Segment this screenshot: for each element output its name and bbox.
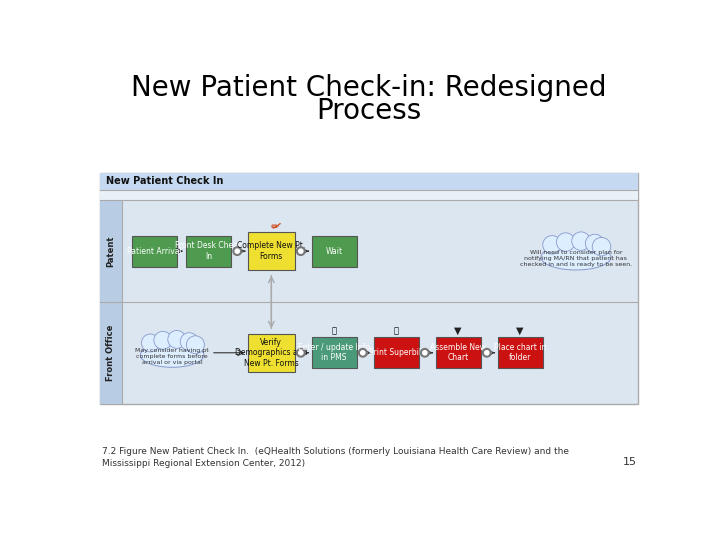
- Circle shape: [593, 238, 611, 256]
- FancyBboxPatch shape: [312, 236, 356, 267]
- Circle shape: [299, 350, 303, 355]
- Text: Patent: Patent: [107, 235, 115, 267]
- FancyBboxPatch shape: [248, 232, 294, 271]
- FancyBboxPatch shape: [100, 173, 638, 403]
- Circle shape: [585, 234, 604, 253]
- FancyBboxPatch shape: [132, 236, 177, 267]
- FancyBboxPatch shape: [186, 236, 231, 267]
- Text: ✏: ✏: [271, 222, 279, 232]
- Text: 🖨: 🖨: [332, 327, 337, 336]
- Text: Enter / update Info
in PMS: Enter / update Info in PMS: [298, 343, 370, 362]
- Circle shape: [168, 330, 186, 348]
- Text: New Patient Check In: New Patient Check In: [106, 176, 223, 186]
- Circle shape: [485, 350, 489, 355]
- Text: Complete New Pt.
Forms: Complete New Pt. Forms: [237, 241, 305, 261]
- Circle shape: [297, 247, 305, 255]
- FancyBboxPatch shape: [436, 338, 481, 368]
- Text: Place chart in
folder: Place chart in folder: [494, 343, 546, 362]
- Circle shape: [423, 350, 427, 355]
- Circle shape: [154, 332, 172, 349]
- Circle shape: [361, 350, 365, 355]
- Ellipse shape: [541, 245, 611, 270]
- Text: Print Superbill: Print Superbill: [369, 348, 423, 357]
- Text: ▼: ▼: [516, 326, 524, 336]
- FancyBboxPatch shape: [498, 338, 543, 368]
- Circle shape: [543, 235, 562, 254]
- Ellipse shape: [140, 343, 204, 367]
- FancyBboxPatch shape: [100, 173, 638, 190]
- Text: /: /: [271, 221, 281, 232]
- Text: Process: Process: [316, 97, 422, 125]
- Text: New Patient Check-in: Redesigned: New Patient Check-in: Redesigned: [131, 74, 607, 102]
- Circle shape: [359, 348, 367, 357]
- Text: 🖨: 🖨: [394, 327, 399, 336]
- Circle shape: [180, 333, 198, 350]
- FancyBboxPatch shape: [374, 338, 418, 368]
- Circle shape: [572, 232, 590, 251]
- Text: 15: 15: [622, 457, 636, 467]
- Circle shape: [233, 247, 241, 255]
- Text: Assemble New
Chart: Assemble New Chart: [430, 343, 486, 362]
- Circle shape: [420, 348, 429, 357]
- Text: Wait: Wait: [325, 247, 343, 255]
- Circle shape: [297, 348, 305, 357]
- Text: Will need to consider plan for
notifying MA/RN that patient has
checked in and i: Will need to consider plan for notifying…: [520, 251, 632, 267]
- FancyBboxPatch shape: [248, 334, 294, 372]
- Text: Patient Arrival: Patient Arrival: [127, 247, 181, 255]
- Text: May consider having pt
complete forms before
arrival or via portal: May consider having pt complete forms be…: [135, 348, 209, 364]
- Circle shape: [186, 336, 204, 354]
- FancyBboxPatch shape: [100, 190, 638, 200]
- FancyBboxPatch shape: [312, 338, 356, 368]
- Text: Verify
Demographics and
New Pt. Forms: Verify Demographics and New Pt. Forms: [235, 338, 307, 368]
- Text: ▼: ▼: [454, 326, 462, 336]
- Circle shape: [299, 249, 303, 253]
- Text: Front Office: Front Office: [107, 325, 115, 381]
- Text: 7.2 Figure New Patient Check In.  (eQHealth Solutions (formerly Louisiana Health: 7.2 Figure New Patient Check In. (eQHeal…: [102, 447, 569, 468]
- Circle shape: [235, 249, 239, 253]
- Circle shape: [557, 233, 575, 251]
- FancyBboxPatch shape: [100, 302, 122, 403]
- FancyBboxPatch shape: [100, 200, 122, 302]
- Text: Front Desk Check
In: Front Desk Check In: [175, 241, 242, 261]
- Circle shape: [482, 348, 491, 357]
- Circle shape: [141, 334, 159, 352]
